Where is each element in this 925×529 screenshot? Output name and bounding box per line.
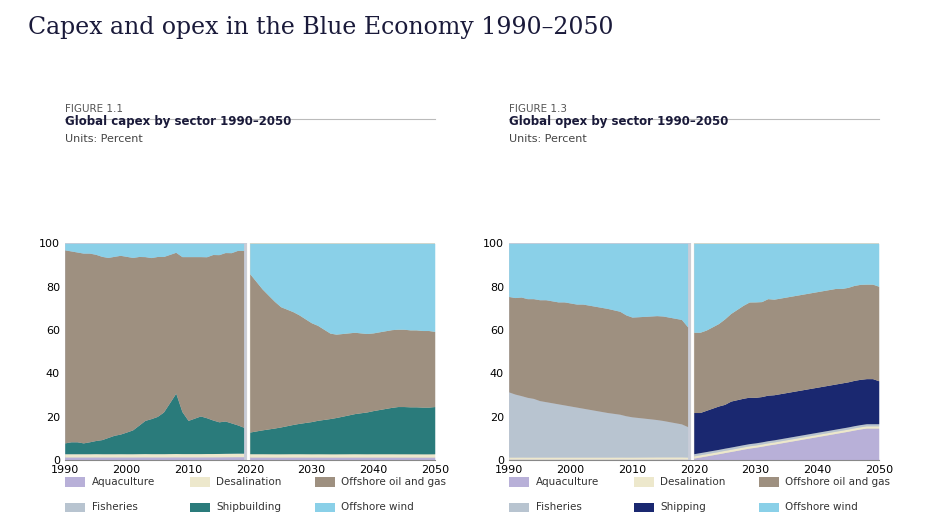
Text: Fisheries: Fisheries	[92, 503, 138, 512]
Text: Shipping: Shipping	[660, 503, 706, 512]
Text: Offshore wind: Offshore wind	[341, 503, 414, 512]
Text: Units: Percent: Units: Percent	[509, 134, 586, 144]
Text: Shipbuilding: Shipbuilding	[216, 503, 281, 512]
Bar	[509, 243, 691, 460]
Text: Aquaculture: Aquaculture	[536, 477, 598, 487]
Text: Units: Percent: Units: Percent	[65, 134, 142, 144]
Text: Fisheries: Fisheries	[536, 503, 582, 512]
Text: Global opex by sector 1990–2050: Global opex by sector 1990–2050	[509, 115, 728, 128]
Text: Global capex by sector 1990–2050: Global capex by sector 1990–2050	[65, 115, 291, 128]
Text: Desalination: Desalination	[216, 477, 282, 487]
Text: Offshore oil and gas: Offshore oil and gas	[341, 477, 447, 487]
Text: Desalination: Desalination	[660, 477, 726, 487]
Bar	[65, 243, 247, 460]
Bar	[691, 243, 879, 460]
Text: Aquaculture: Aquaculture	[92, 477, 154, 487]
Text: Offshore oil and gas: Offshore oil and gas	[785, 477, 891, 487]
Text: FIGURE 1.1: FIGURE 1.1	[65, 104, 123, 114]
Text: Offshore wind: Offshore wind	[785, 503, 858, 512]
Bar	[247, 243, 435, 460]
Text: Capex and opex in the Blue Economy 1990–2050: Capex and opex in the Blue Economy 1990–…	[28, 16, 613, 39]
Text: FIGURE 1.3: FIGURE 1.3	[509, 104, 567, 114]
